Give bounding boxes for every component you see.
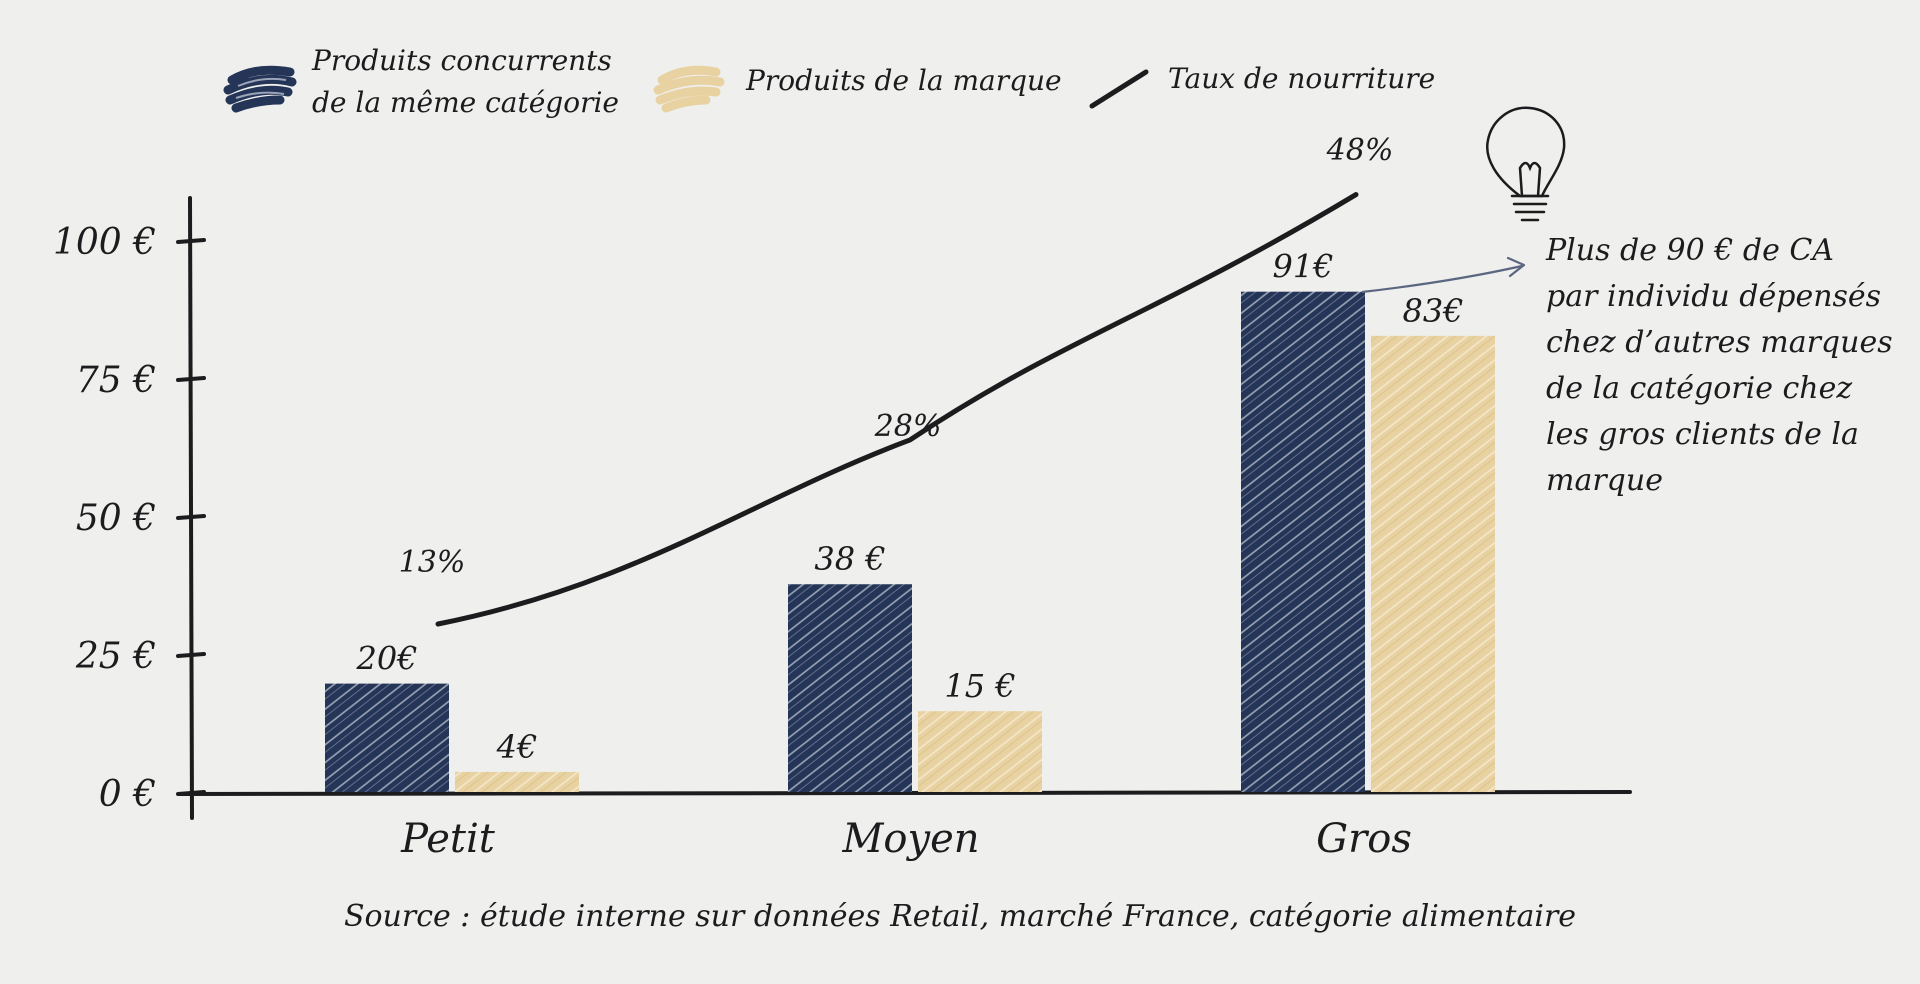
legend-swatch-line xyxy=(1089,69,1149,109)
lightbulb-icon xyxy=(1486,106,1566,222)
bar-brand-moyen xyxy=(918,711,1042,792)
annotation-line: chez d’autres marques xyxy=(1546,325,1893,360)
percent-label-group: 13% 28% 48% xyxy=(399,133,1394,580)
bar-competitor-moyen xyxy=(788,584,912,792)
bar-value-label: 4€ xyxy=(496,728,538,766)
annotation-line: marque xyxy=(1546,463,1663,498)
line-value-label: 28% xyxy=(874,409,942,444)
y-tick-mark xyxy=(176,376,206,382)
y-tick-group: 0 € 25 € 50 € 75 € 100 € xyxy=(53,222,206,815)
legend-swatch-brand xyxy=(653,65,725,113)
line-value-label: 48% xyxy=(1326,133,1394,168)
trend-line xyxy=(435,192,1359,627)
annotation-arrow xyxy=(1361,264,1523,294)
legend-label-brand: Produits de la marque xyxy=(745,64,1062,97)
y-tick-label: 75 € xyxy=(76,360,156,401)
x-category-label: Moyen xyxy=(841,816,979,862)
category-label-group: Petit Moyen Gros xyxy=(400,816,1412,862)
x-axis-line xyxy=(178,790,1632,796)
x-category-label: Gros xyxy=(1316,816,1412,862)
y-tick-label: 50 € xyxy=(76,498,156,539)
y-tick-label: 0 € xyxy=(99,774,156,815)
y-tick-mark xyxy=(176,790,206,796)
bar-competitor-gros xyxy=(1241,291,1365,792)
legend-swatch-competitor xyxy=(223,65,297,113)
bar-value-label: 38 € xyxy=(814,540,885,578)
line-value-label: 13% xyxy=(399,545,466,580)
y-tick-mark xyxy=(176,652,206,658)
annotation-line: par individu dépensés xyxy=(1546,279,1881,314)
source-note: Source : étude interne sur données Retai… xyxy=(344,899,1576,934)
legend-label-competitor-line1: Produits concurrents xyxy=(311,44,612,77)
bar-value-label: 20€ xyxy=(355,640,417,678)
annotation-line: de la catégorie chez xyxy=(1546,371,1852,406)
y-axis-line xyxy=(188,196,194,820)
y-tick-label: 100 € xyxy=(53,222,156,263)
legend-label-line: Taux de nourriture xyxy=(1168,62,1435,95)
bar-value-label: 15 € xyxy=(944,667,1015,705)
y-tick-mark xyxy=(176,514,206,520)
x-category-label: Petit xyxy=(400,816,496,862)
bar-value-label: 83€ xyxy=(1402,292,1463,330)
legend: Produits concurrents de la même catégori… xyxy=(223,44,1435,119)
y-tick-mark xyxy=(176,238,206,244)
bar-competitor-petit xyxy=(325,683,449,792)
annotation-text: Plus de 90 € de CA par individu dépensés c… xyxy=(1545,233,1893,498)
value-label-group: 20€ 38 € 91€ 4€ 15 € 83€ xyxy=(355,248,1463,766)
legend-label-competitor-line2: de la même catégorie xyxy=(312,86,619,119)
y-tick-label: 25 € xyxy=(75,636,156,677)
bar-brand-petit xyxy=(455,771,579,792)
bar-brand-gros xyxy=(1371,335,1495,792)
annotation-arrowhead xyxy=(1506,256,1526,278)
bar-group xyxy=(325,291,1495,792)
annotation-line: les gros clients de la xyxy=(1546,417,1859,452)
bar-value-label: 91€ xyxy=(1272,248,1333,286)
annotation-line: Plus de 90 € de CA xyxy=(1545,233,1834,268)
